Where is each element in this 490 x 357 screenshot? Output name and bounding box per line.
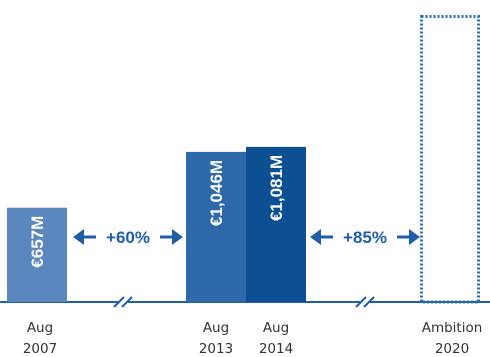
arrow-left-head bbox=[310, 229, 321, 245]
growth-label: +60% bbox=[106, 228, 150, 247]
category-label-line2: 2007 bbox=[23, 341, 57, 357]
arrow-right-head bbox=[409, 229, 420, 245]
growth-label: +85% bbox=[343, 228, 387, 247]
axis-break-mark bbox=[113, 296, 125, 308]
bar-ambition-2020 bbox=[420, 15, 480, 304]
axis-break-mark bbox=[355, 296, 367, 308]
category-label-line1: Aug bbox=[203, 320, 229, 336]
bar-0 bbox=[7, 207, 67, 302]
category-label-line1: Aug bbox=[263, 320, 289, 336]
bar-2 bbox=[246, 146, 306, 302]
category-label-line2: 2020 bbox=[435, 341, 469, 357]
value-label: €1,081M bbox=[267, 155, 286, 221]
arrow-left-head bbox=[73, 229, 84, 245]
category-label-line1: Aug bbox=[27, 320, 53, 336]
category-label-line2: 2014 bbox=[259, 341, 293, 357]
arrow-right-head bbox=[172, 229, 183, 245]
value-label: €657M bbox=[28, 216, 47, 268]
category-label-line1: Ambition bbox=[422, 320, 483, 336]
value-label: €1,046M bbox=[207, 160, 226, 226]
category-label-line2: 2013 bbox=[199, 341, 233, 357]
axis-break-mark bbox=[363, 296, 375, 308]
value-label: €2,000M bbox=[441, 23, 460, 89]
bar-1 bbox=[186, 151, 246, 302]
axis-break-mark bbox=[121, 296, 133, 308]
